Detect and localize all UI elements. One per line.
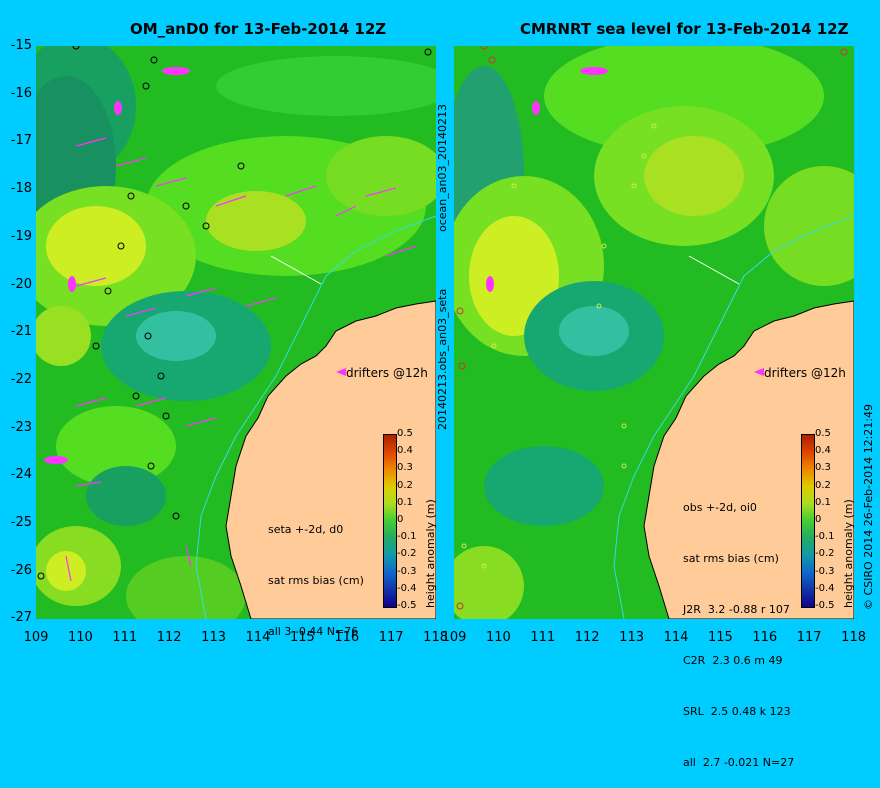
right-colorbar-label: height anomaly (m) bbox=[842, 499, 855, 608]
x-tick-label: 116 bbox=[752, 630, 778, 645]
altimetry-tracks bbox=[461, 123, 657, 569]
y-tick-label: -19 bbox=[10, 228, 32, 244]
colorbar-tick-label: -0.4 bbox=[815, 582, 835, 594]
colorbar-tick-label: -0.4 bbox=[397, 582, 417, 594]
bathymetry-contour bbox=[195, 215, 436, 619]
drifter-tracks bbox=[65, 137, 417, 582]
colorbar-tick-label: 0.2 bbox=[397, 479, 413, 491]
right-side-label: 20140213.obs_an03_seta bbox=[436, 288, 449, 430]
left-stats-note: seta +-2d, d0 sat rms bias (cm) all 3 -0… bbox=[268, 523, 364, 638]
y-tick-label: -23 bbox=[10, 419, 32, 435]
left-side-label: ocean_an03_20140213 bbox=[436, 104, 449, 232]
right-colorbar bbox=[801, 434, 815, 608]
right-drifter-legend: drifters @12h bbox=[764, 366, 846, 380]
colorbar-tick-label: 0.1 bbox=[397, 496, 413, 508]
colorbar-tick-label: -0.5 bbox=[815, 600, 835, 611]
x-tick-label: 112 bbox=[574, 630, 600, 645]
colorbar-tick-label: 0.3 bbox=[397, 462, 413, 474]
colorbar-tick-label: 0.4 bbox=[397, 445, 413, 457]
x-tick-label: 109 bbox=[441, 630, 467, 645]
left-colorbar bbox=[383, 434, 397, 608]
x-tick-label: 115 bbox=[707, 630, 733, 645]
y-tick-label: -22 bbox=[10, 371, 32, 387]
x-tick-label: 118 bbox=[423, 630, 448, 645]
colorbar-tick-label: 0.3 bbox=[815, 462, 831, 474]
y-tick-label: -26 bbox=[10, 562, 32, 578]
y-tick-label: -17 bbox=[10, 133, 32, 149]
x-tick-label: 111 bbox=[530, 630, 556, 645]
x-tick-label: 118 bbox=[841, 630, 866, 645]
colorbar-tick-label: 0.5 bbox=[815, 428, 831, 439]
y-tick-label: -20 bbox=[10, 276, 32, 292]
left-drifter-legend: drifters @12h bbox=[346, 366, 428, 380]
left-panel-title: OM_anD0 for 13-Feb-2014 12Z bbox=[130, 20, 387, 38]
x-tick-label: 113 bbox=[201, 630, 226, 645]
y-tick-label: -21 bbox=[10, 324, 32, 340]
colorbar-tick-label: 0.2 bbox=[815, 479, 831, 491]
colorbar-tick-label: -0.3 bbox=[815, 565, 835, 577]
x-tick-label: 117 bbox=[378, 630, 404, 645]
y-tick-label: -15 bbox=[10, 38, 32, 53]
drifter-clusters bbox=[486, 67, 608, 292]
right-map-panel: drifters @12h bbox=[454, 46, 854, 619]
x-tick-label: 115 bbox=[289, 630, 315, 645]
y-tick-label: -25 bbox=[10, 515, 32, 530]
colorbar-tick-label: -0.5 bbox=[397, 600, 417, 611]
y-tick-label: -24 bbox=[10, 467, 32, 483]
x-tick-label: 110 bbox=[485, 630, 511, 645]
x-tick-label: 112 bbox=[156, 630, 182, 645]
colorbar-tick-label: 0.1 bbox=[815, 496, 831, 508]
x-tick-label: 114 bbox=[245, 630, 271, 645]
colorbar-tick-label: -0.2 bbox=[815, 548, 835, 560]
colorbar-tick-label: -0.2 bbox=[397, 548, 417, 560]
y-tick-label: -18 bbox=[10, 181, 32, 197]
x-tick-label: 113 bbox=[619, 630, 644, 645]
colorbar-tick-label: 0 bbox=[815, 514, 822, 525]
sea-level-field bbox=[454, 46, 854, 619]
credit-text: © CSIRO 2014 26-Feb-2014 12:21:49 bbox=[862, 404, 875, 610]
x-tick-label: 117 bbox=[796, 630, 822, 645]
left-colorbar-label: height anomaly (m) bbox=[424, 499, 437, 608]
colorbar-tick-label: -0.1 bbox=[397, 531, 417, 543]
bathymetry-contour bbox=[613, 215, 854, 619]
right-stats-note: obs +-2d, oi0 sat rms bias (cm) J2R 3.2 … bbox=[683, 501, 795, 769]
y-tick-label: -27 bbox=[10, 610, 32, 626]
x-tick-label: 116 bbox=[334, 630, 360, 645]
colorbar-tick-label: 0.5 bbox=[397, 428, 413, 439]
x-tick-label: 114 bbox=[663, 630, 689, 645]
x-tick-label: 111 bbox=[112, 630, 138, 645]
colorbar-tick-label: -0.1 bbox=[815, 531, 835, 543]
right-panel-title: CMRNRT sea level for 13-Feb-2014 12Z bbox=[520, 20, 849, 38]
colorbar-tick-label: 0 bbox=[397, 514, 404, 525]
left-map-panel: drifters @12h bbox=[36, 46, 436, 619]
colorbar-tick-label: -0.3 bbox=[397, 565, 417, 577]
drifter-clusters bbox=[44, 67, 190, 464]
x-tick-label: 109 bbox=[23, 630, 49, 645]
observation-sites bbox=[456, 46, 848, 610]
y-tick-label: -16 bbox=[10, 85, 32, 101]
height-anomaly-field bbox=[36, 46, 436, 619]
drifter-marker-icon bbox=[754, 368, 764, 376]
observation-sites bbox=[37, 46, 432, 580]
drifter-marker-icon bbox=[336, 368, 346, 376]
colorbar-tick-label: 0.4 bbox=[815, 445, 831, 457]
x-tick-label: 110 bbox=[67, 630, 93, 645]
